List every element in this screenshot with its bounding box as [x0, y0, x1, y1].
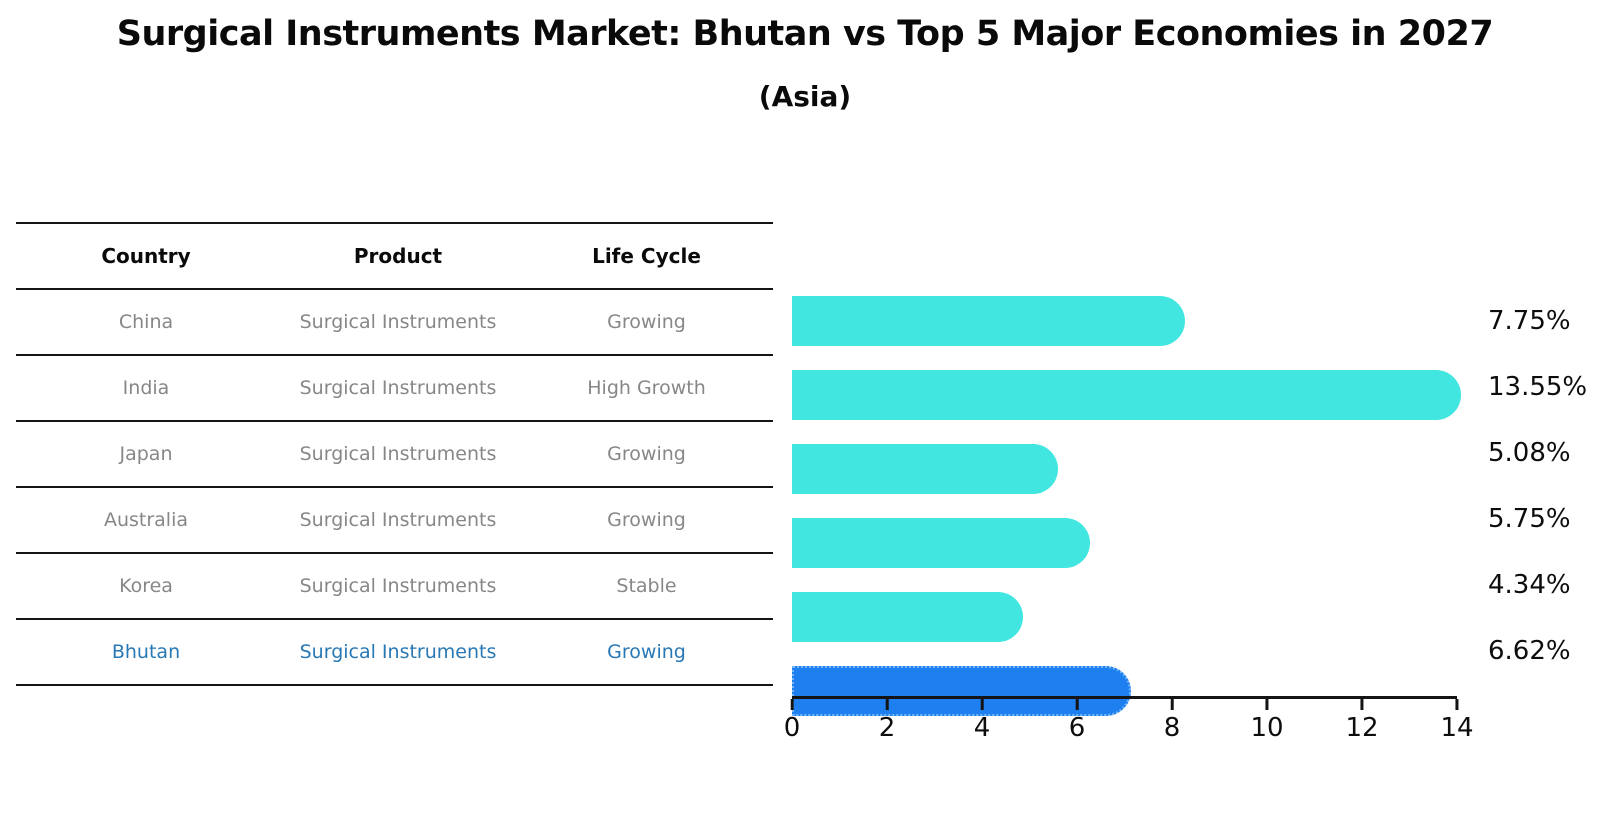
table-row-china: China Surgical Instruments Growing	[16, 290, 773, 356]
x-tick-label: 4	[973, 713, 991, 743]
cell-product: Surgical Instruments	[299, 311, 497, 333]
x-tick-label: 6	[1068, 713, 1086, 743]
table-row-japan: Japan Surgical Instruments Growing	[16, 422, 773, 488]
x-tick-mark	[980, 699, 984, 710]
cell-life-cycle: Growing	[607, 641, 686, 663]
x-tick-mark	[1360, 699, 1364, 710]
value-label-korea: 4.34%	[1488, 570, 1571, 600]
x-tick-label: 10	[1250, 713, 1284, 743]
cell-life-cycle: Growing	[607, 311, 686, 333]
cell-country: Australia	[103, 509, 189, 531]
bar-australia	[792, 518, 1091, 568]
x-tick-label: 14	[1440, 713, 1474, 743]
x-tick-label: 12	[1345, 713, 1379, 743]
x-tick-label: 0	[783, 713, 801, 743]
bar-china	[792, 296, 1186, 346]
chart-subtitle: (Asia)	[758, 80, 852, 113]
table-header-row: Country Product Life Cycle	[16, 224, 773, 290]
cell-life-cycle: Growing	[607, 443, 686, 465]
bar-bhutan-highlighted	[792, 666, 1132, 716]
cell-country: Bhutan	[111, 641, 181, 663]
x-axis: 0 2 4 6 8 10 12 14	[784, 696, 1474, 743]
x-tick-mark	[790, 699, 794, 710]
x-tick-mark	[1265, 699, 1269, 710]
cell-product: Surgical Instruments	[299, 377, 497, 399]
x-tick-mark	[885, 699, 889, 710]
x-tick-mark	[1170, 699, 1174, 710]
x-tick-mark	[1075, 699, 1079, 710]
cell-product: Surgical Instruments	[299, 509, 497, 531]
x-tick-mark	[1455, 699, 1459, 710]
table-row-australia: Australia Surgical Instruments Growing	[16, 488, 773, 554]
value-label-japan: 5.08%	[1488, 438, 1571, 468]
cell-country: Japan	[119, 443, 173, 465]
cell-country: India	[122, 377, 170, 399]
cell-life-cycle: Stable	[616, 575, 677, 597]
bar-chart	[792, 288, 1492, 732]
x-tick-label: 2	[878, 713, 896, 743]
chart-title: Surgical Instruments Market: Bhutan vs T…	[116, 14, 1494, 54]
value-labels: 7.75% 13.55% 5.08% 5.75% 4.34% 6.62%	[1488, 288, 1608, 684]
cell-country: China	[118, 311, 174, 333]
country-table: Country Product Life Cycle China Surgica…	[16, 222, 773, 686]
header-country: Country	[101, 244, 191, 268]
value-label-australia: 5.75%	[1488, 504, 1571, 534]
cell-product: Surgical Instruments	[299, 641, 497, 663]
bar-korea	[792, 592, 1024, 642]
x-tick-label: 8	[1163, 713, 1181, 743]
cell-country: Korea	[119, 575, 173, 597]
bar-japan	[792, 444, 1059, 494]
cell-product: Surgical Instruments	[299, 443, 497, 465]
header-product: Product	[353, 244, 443, 268]
value-label-bhutan: 6.62%	[1488, 636, 1571, 666]
header-life-cycle: Life Cycle	[592, 244, 701, 268]
table-row-korea: Korea Surgical Instruments Stable	[16, 554, 773, 620]
value-label-china: 7.75%	[1488, 306, 1571, 336]
table-row-bhutan-highlighted: Bhutan Surgical Instruments Growing	[16, 620, 773, 686]
cell-life-cycle: Growing	[607, 509, 686, 531]
value-label-india: 13.55%	[1488, 372, 1588, 402]
table-row-india: India Surgical Instruments High Growth	[16, 356, 773, 422]
cell-product: Surgical Instruments	[299, 575, 497, 597]
bar-india	[792, 370, 1461, 420]
cell-life-cycle: High Growth	[587, 377, 706, 399]
